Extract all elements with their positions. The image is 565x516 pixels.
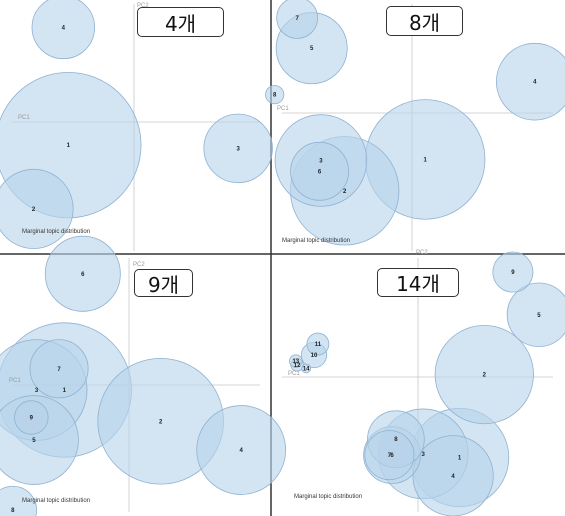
panel-label-4: 14개 [377,268,459,297]
topic-bubble-9 [14,400,49,435]
topic-label-6: 6 [81,272,85,278]
topic-label-4: 4 [240,448,244,454]
topic-bubble-8 [265,85,285,105]
topic-bubble-9 [492,251,534,293]
pc2-label-1: PC2 [137,3,149,9]
topic-map-1: 1 2 3 4 [0,0,273,251]
topic-label-2: 2 [32,207,36,213]
topic-bubble-4 [31,0,96,60]
topic-bubble-6 [290,141,350,201]
topic-label-7: 7 [295,16,299,22]
topic-bubble-13 [289,354,303,368]
topic-label-7: 7 [388,453,392,459]
topic-bubble-3 [203,113,273,184]
topic-bubble-2 [434,324,534,425]
topic-label-4: 4 [62,25,66,31]
topic-label-1: 1 [67,143,71,149]
pc1-label-2: PC1 [277,106,289,112]
pc1-label-1: PC1 [18,115,30,121]
panel-label-1: 4개 [137,7,224,37]
pc2-label-3: PC2 [133,262,145,268]
topic-map-3: 1 2 3 4 5 6 7 8 9 [0,235,287,516]
topic-label-3: 3 [319,159,323,165]
caption-2: Marginal topic distribution [282,238,351,244]
topic-bubble-4 [496,42,565,121]
topic-map-2: 1 2 3 4 5 6 7 8 [265,0,565,251]
caption-3: Marginal topic distribution [22,498,91,504]
topic-bubble-8 [0,485,37,516]
pc1-label-3: PC1 [9,378,21,384]
topic-label-5: 5 [32,438,36,444]
topic-label-5: 5 [537,313,541,319]
topic-label-7: 7 [57,367,61,373]
caption-1: Marginal topic distribution [22,229,91,235]
topic-label-3: 3 [236,146,240,152]
topic-label-3: 3 [35,388,39,394]
topic-bubble-11 [306,332,330,356]
pc1-label-4: PC1 [288,371,300,377]
topic-label-2: 2 [483,373,487,379]
topic-label-10: 10 [311,353,318,359]
topic-bubble-5 [506,282,565,347]
panel-label-2: 8개 [386,6,463,36]
topic-label-9: 9 [30,416,34,422]
topic-label-6: 6 [318,169,322,175]
topic-bubble-7 [276,0,319,39]
topic-label-12: 12 [294,363,301,369]
topic-bubble-6 [44,235,121,312]
topic-label-2: 2 [159,419,163,425]
topic-label-1: 1 [424,157,428,163]
topic-label-14: 14 [303,366,310,372]
topic-label-11: 11 [315,342,322,348]
topic-label-2: 2 [343,189,347,195]
topic-bubble-2 [0,168,74,249]
topic-label-4: 4 [451,474,455,480]
panel-label-3: 9개 [134,269,193,297]
topic-bubble-4 [196,405,287,495]
topic-bubble-7 [364,430,415,481]
topic-label-8: 8 [273,93,277,99]
topic-label-9: 9 [511,270,515,276]
caption-4: Marginal topic distribution [294,494,363,500]
topic-label-1: 1 [63,388,67,394]
topic-label-3: 3 [422,452,426,458]
topic-label-4: 4 [533,80,537,86]
pc2-label-4: PC2 [416,250,428,256]
topic-label-6: 6 [390,453,394,459]
topic-label-5: 5 [310,46,314,52]
topic-label-8: 8 [11,508,15,514]
topic-bubble-7 [29,339,89,399]
topic-bubble-14 [301,363,312,374]
topic-label-8: 8 [394,437,398,443]
topic-label-13: 13 [292,359,299,365]
topic-label-1: 1 [458,456,462,462]
